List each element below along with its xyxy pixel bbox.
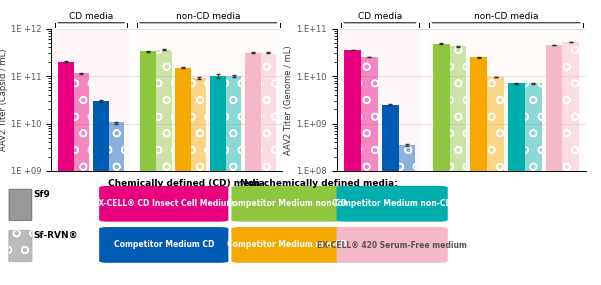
Y-axis label: AAV2 Titer (Capsid / mL): AAV2 Titer (Capsid / mL) (0, 48, 8, 151)
Bar (361, 57, 378, 285)
Bar (175, 68, 191, 285)
Bar (109, 123, 124, 285)
Bar (563, 42, 579, 285)
Bar (339, 28, 421, 171)
FancyBboxPatch shape (99, 186, 228, 222)
Y-axis label: AAV2 Titer (Genome / mL): AAV2 Titer (Genome / mL) (284, 45, 293, 154)
Bar (398, 145, 415, 285)
Text: non-CD media: non-CD media (474, 12, 538, 21)
Bar (109, 123, 124, 285)
Text: Chemically defined (CD) media:: Chemically defined (CD) media: (108, 179, 269, 188)
FancyBboxPatch shape (231, 186, 343, 222)
Text: Non-chemically defined media:: Non-chemically defined media: (240, 179, 398, 188)
Text: CD media: CD media (69, 12, 113, 21)
Bar (226, 76, 242, 285)
FancyBboxPatch shape (231, 227, 343, 263)
Bar (261, 53, 276, 285)
Bar (344, 50, 361, 285)
Bar (546, 45, 563, 285)
Text: Competitor Medium non-CD: Competitor Medium non-CD (227, 241, 347, 249)
Bar (58, 62, 74, 285)
Bar (136, 28, 281, 171)
Text: EX-CELL® CD Insect Cell Medium: EX-CELL® CD Insect Cell Medium (93, 199, 234, 208)
Bar (93, 101, 109, 285)
Text: Competitor Medium non-CD: Competitor Medium non-CD (332, 199, 452, 208)
Bar (487, 77, 504, 285)
Bar (210, 76, 226, 285)
Text: EX-CELL® 420 Serum-Free medium: EX-CELL® 420 Serum-Free medium (317, 241, 467, 249)
Text: CD media: CD media (358, 12, 402, 21)
Bar (156, 50, 171, 285)
Bar (191, 78, 206, 285)
Bar (140, 51, 156, 285)
FancyBboxPatch shape (9, 189, 32, 221)
Bar (156, 50, 171, 285)
Bar (261, 53, 276, 285)
Text: non-CD media: non-CD media (176, 12, 240, 21)
Bar (245, 53, 261, 285)
Bar (191, 78, 206, 285)
FancyBboxPatch shape (337, 227, 448, 263)
Text: Competitor Medium CD: Competitor Medium CD (114, 241, 214, 249)
Bar (74, 73, 90, 285)
FancyBboxPatch shape (337, 186, 448, 222)
Bar (382, 105, 398, 285)
Text: Sf9: Sf9 (33, 190, 50, 199)
Bar (53, 28, 129, 171)
Text: Competitor Medium non-CD: Competitor Medium non-CD (227, 199, 347, 208)
Bar (525, 83, 542, 285)
Bar (487, 77, 504, 285)
Bar (525, 83, 542, 285)
Bar (433, 44, 450, 285)
Bar (398, 145, 415, 285)
Bar (74, 73, 90, 285)
Bar (508, 83, 525, 285)
Bar (226, 76, 242, 285)
Bar (563, 42, 579, 285)
Text: Sf-RVN®: Sf-RVN® (33, 231, 78, 240)
Bar (450, 46, 466, 285)
FancyBboxPatch shape (9, 230, 32, 262)
Bar (361, 57, 378, 285)
Bar (471, 57, 487, 285)
FancyBboxPatch shape (99, 227, 228, 263)
Bar (429, 28, 584, 171)
Bar (450, 46, 466, 285)
